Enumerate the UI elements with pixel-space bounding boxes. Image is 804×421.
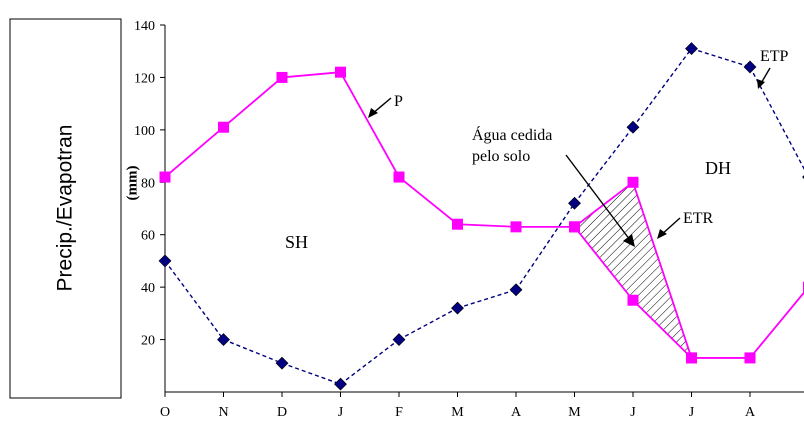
y-axis-unit: (mm) bbox=[124, 166, 140, 201]
series-etp-point bbox=[626, 120, 640, 134]
x-tick-label: A bbox=[511, 405, 522, 420]
series-etr-point bbox=[686, 352, 697, 364]
series-p-segment bbox=[222, 76, 283, 128]
series-etp-segment bbox=[281, 362, 341, 385]
x-tick-label: M bbox=[451, 405, 464, 420]
x-tick-label: J bbox=[689, 405, 695, 420]
annotation-agua-arrowhead bbox=[623, 234, 635, 247]
series-etp-point bbox=[217, 333, 230, 346]
series-p-point bbox=[627, 176, 639, 188]
series-etp-segment bbox=[457, 289, 517, 309]
y-tick-label: 100 bbox=[134, 124, 155, 139]
series-etp-point bbox=[509, 283, 523, 297]
series-etr-point bbox=[569, 221, 580, 233]
series-p-point bbox=[744, 352, 756, 364]
x-tick-label: D bbox=[277, 405, 287, 420]
series-p-point bbox=[159, 171, 171, 183]
x-tick-label: N bbox=[218, 405, 228, 420]
soil-water-hatched-area bbox=[574, 182, 692, 358]
y-tick-label: 40 bbox=[141, 281, 155, 296]
y-tick-label: 20 bbox=[141, 334, 155, 349]
series-etp-point bbox=[158, 254, 172, 268]
series-p-point bbox=[393, 171, 405, 183]
y-tick-label: 140 bbox=[134, 19, 155, 34]
annotation-etr-arrowhead bbox=[657, 229, 667, 239]
annotation-agua-arrow bbox=[565, 154, 631, 241]
series-p-point bbox=[335, 66, 346, 78]
series-p-segment bbox=[398, 176, 459, 225]
series-etp-point bbox=[334, 377, 347, 391]
series-etp-point bbox=[275, 356, 289, 370]
y-axis-label: Precip./Evapotran bbox=[54, 125, 77, 292]
x-tick-label: J bbox=[630, 405, 636, 420]
annotation-p-arrowhead bbox=[368, 108, 378, 118]
x-tick-label: J bbox=[338, 405, 344, 420]
annotation-etr: ETR bbox=[683, 210, 714, 227]
series-etr-segment bbox=[573, 226, 634, 301]
series-p-point bbox=[276, 71, 288, 83]
series-p-segment bbox=[632, 182, 693, 359]
series-etr-point bbox=[627, 294, 639, 306]
series-p-point bbox=[510, 221, 522, 233]
annotation-etp-arrowhead bbox=[757, 79, 765, 89]
region-dh: DH bbox=[705, 158, 731, 178]
series-p-point bbox=[218, 121, 229, 133]
series-etr-segment bbox=[632, 299, 693, 359]
annotation-agua-line1: Água cedida bbox=[472, 125, 552, 144]
series-etp-segment bbox=[398, 307, 458, 341]
series-etp-segment bbox=[515, 202, 576, 291]
y-tick-label: 80 bbox=[141, 176, 155, 191]
series-p-segment bbox=[281, 71, 341, 79]
series-etp-segment bbox=[340, 339, 400, 385]
series-etp-point bbox=[451, 301, 464, 315]
region-sh: SH bbox=[285, 232, 308, 252]
series-p-segment bbox=[339, 71, 400, 178]
series-etp-point bbox=[743, 60, 757, 74]
y-tick-label: 120 bbox=[134, 71, 155, 86]
series-etp-segment bbox=[691, 47, 751, 68]
series-p-segment bbox=[457, 223, 517, 228]
series-p-segment bbox=[164, 126, 225, 178]
y-tick-label: 60 bbox=[141, 229, 155, 244]
x-tick-label: F bbox=[395, 405, 403, 420]
annotation-etp: ETP bbox=[760, 48, 789, 65]
series-p-segment bbox=[749, 291, 804, 359]
series-etp-segment bbox=[164, 260, 225, 340]
x-tick-label: A bbox=[745, 405, 756, 420]
y-axis-label-box bbox=[9, 18, 122, 399]
series-p-point bbox=[452, 218, 463, 230]
series-etp-segment bbox=[223, 338, 283, 364]
x-tick-label: M bbox=[568, 405, 581, 420]
series-etp-point bbox=[392, 333, 406, 346]
annotation-p: P bbox=[394, 93, 403, 110]
annotation-agua-line2: pelo solo bbox=[472, 148, 530, 165]
series-etp-segment bbox=[632, 48, 693, 128]
series-etp-point bbox=[685, 42, 698, 56]
x-tick-label: O bbox=[160, 405, 170, 420]
series-etp-segment bbox=[573, 126, 634, 204]
series-etp-point bbox=[568, 196, 581, 210]
